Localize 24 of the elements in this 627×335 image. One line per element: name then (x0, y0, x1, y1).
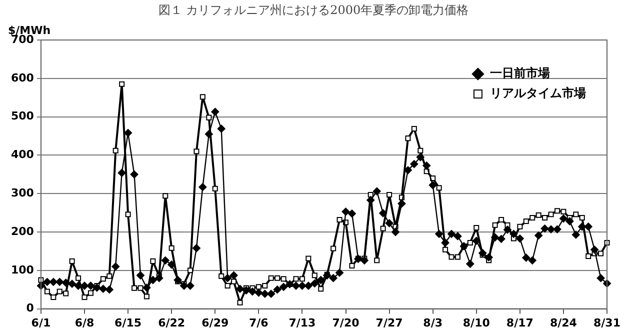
chart-title: 図１ カリフォルニア州における2000年夏季の卸電力価格 (157, 2, 470, 19)
legend-label: 一日前市場 (490, 66, 550, 80)
x-tick-label: 6/15 (114, 316, 142, 330)
x-tick-label: 7/27 (376, 316, 403, 330)
x-tick-label: 8/31 (594, 316, 620, 330)
legend-label: リアルタイム市場 (490, 86, 586, 100)
x-tick-label: 7/13 (288, 316, 316, 330)
y-tick-label: 200 (10, 224, 34, 238)
y-tick-label: 0 (26, 302, 34, 315)
x-tick-label: 8/24 (550, 316, 578, 330)
y-tick-label: 400 (10, 148, 34, 162)
x-tick-label: 6/1 (31, 316, 51, 330)
y-tick-label: 600 (10, 71, 34, 84)
x-tick-label: 7/6 (249, 316, 269, 330)
x-tick-label: 8/3 (423, 316, 442, 330)
x-tick-label: 8/10 (462, 316, 490, 330)
y-tick-label: 100 (10, 263, 34, 276)
x-tick-label: 7/20 (332, 316, 360, 330)
y-tick-label: 500 (10, 110, 34, 123)
x-tick-label: 6/29 (202, 316, 229, 330)
x-tick-label: 8/17 (506, 316, 534, 330)
x-tick-label: 6/8 (74, 316, 94, 330)
y-tick-label: 300 (10, 186, 34, 200)
x-tick-label: 6/22 (158, 316, 186, 330)
